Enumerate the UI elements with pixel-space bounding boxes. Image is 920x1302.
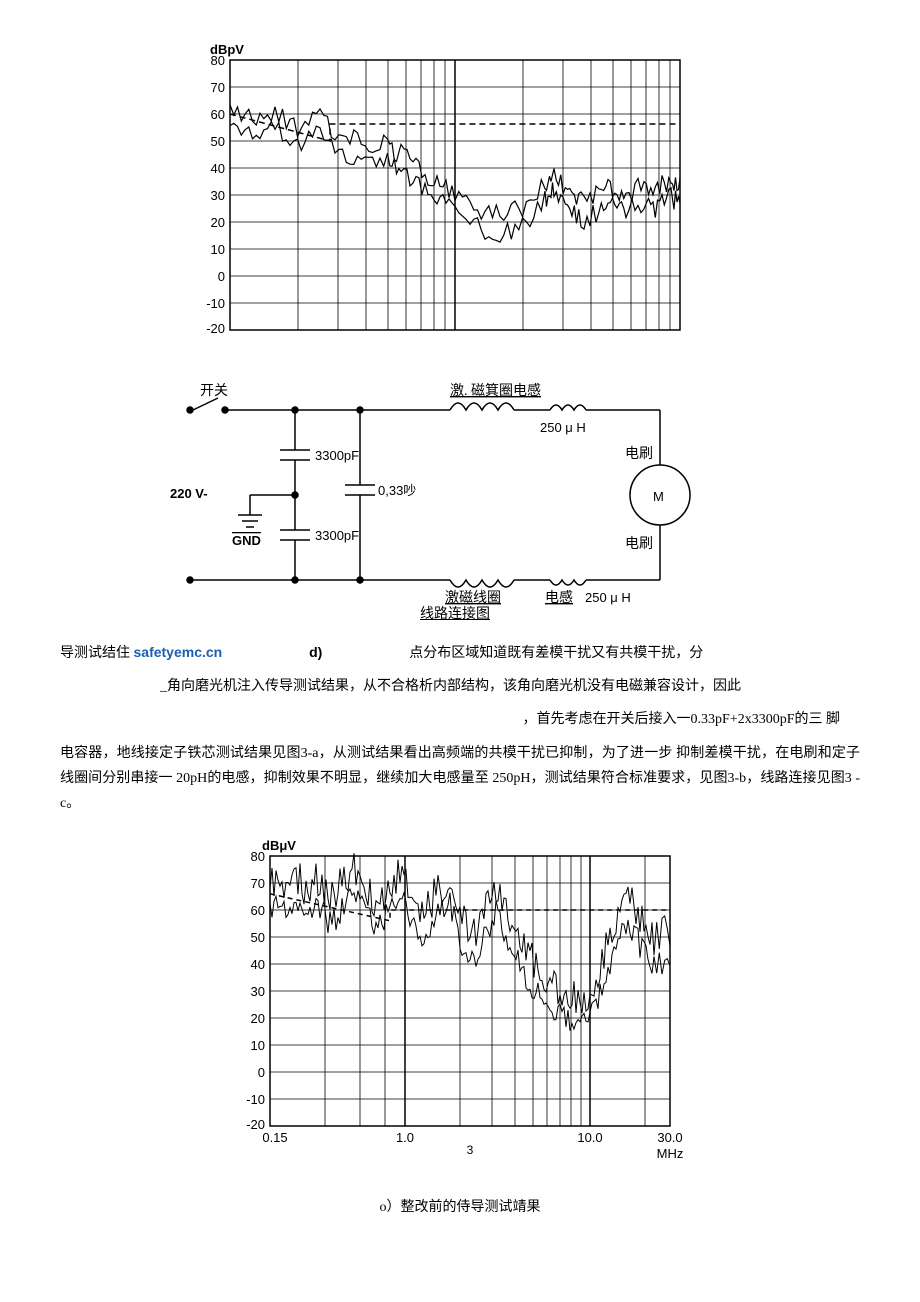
label-exciter-inductor: 激. 磁箕圈电感 bbox=[450, 382, 541, 399]
label-exciter-coil: 激磁线圈 bbox=[445, 589, 501, 606]
label-inductor-val: 250 μ H bbox=[540, 420, 586, 435]
chart1-ytick: 60 bbox=[211, 107, 225, 122]
chart2-emc-plot: 80 70 60 50 40 30 20 10 0 -10 -20 dBμV 0… bbox=[220, 836, 700, 1176]
chart2-xtick: 10.0 bbox=[577, 1130, 602, 1145]
para2: 电容器，地线接定子铁芯测试结果见图3-a，从测试结果看出高频端的共模干扰已抑制，… bbox=[60, 741, 860, 817]
chart1-ytick: -20 bbox=[206, 321, 225, 336]
label-cap1: 3300pF bbox=[315, 448, 359, 463]
circuit-caption: 线路连接图 bbox=[420, 605, 490, 620]
label-brush-top: 电刷 bbox=[625, 446, 653, 462]
chart2-ytick: 0 bbox=[258, 1065, 265, 1080]
chart1-ytick: 0 bbox=[218, 269, 225, 284]
label-brush-bot: 电刷 bbox=[625, 536, 653, 552]
label-cap2: 0,33吵 bbox=[378, 483, 416, 498]
para1-prefix: 导测试结住 bbox=[60, 646, 134, 661]
label-inductor: 电感 bbox=[545, 589, 573, 606]
chart2-xtick: 0.15 bbox=[262, 1130, 287, 1145]
chart2-ytick: 60 bbox=[251, 903, 265, 918]
fig-label-d: d) bbox=[226, 640, 406, 665]
chart2-ytick: 20 bbox=[251, 1011, 265, 1026]
link-safetyemc[interactable]: safetyemc.cn bbox=[134, 644, 223, 660]
chart1-emc-plot: 80 70 60 50 40 30 20 10 0 -10 -20 dBpV bbox=[180, 40, 700, 350]
label-switch: 开关 bbox=[200, 383, 228, 399]
chart2-xunit: MHz bbox=[657, 1146, 684, 1161]
label-voltage: 220 V- bbox=[170, 486, 208, 501]
chart2-ytick: 70 bbox=[251, 876, 265, 891]
label-inductor-val2: 250 μ H bbox=[585, 590, 631, 605]
chart2-ylabel: dBμV bbox=[262, 838, 296, 853]
label-gnd: GND bbox=[232, 533, 261, 548]
chart1-ytick: 30 bbox=[211, 188, 225, 203]
chart2-xtick: 30.0 bbox=[657, 1130, 682, 1145]
chart1-ytick: 20 bbox=[211, 215, 225, 230]
circuit-diagram: 开关 激. 磁箕圈电感 250 μ H 电刷 M 电刷 3300pF 0,33吵… bbox=[170, 370, 710, 620]
para1-line2: _角向磨光机注入传导测试结果，从不合格析内部结构，该角向磨光机没有电磁兼容设计，… bbox=[160, 674, 860, 699]
chart1-ytick: 10 bbox=[211, 242, 225, 257]
chart2-ytick: 30 bbox=[251, 984, 265, 999]
chart2-ytick: 10 bbox=[251, 1038, 265, 1053]
chart2-ytick: -10 bbox=[246, 1092, 265, 1107]
para1: 导测试结住 safetyemc.cn d) 点分布区域知道既有差模干扰又有共模干… bbox=[60, 640, 860, 666]
label-motor: M bbox=[653, 489, 664, 504]
chart1-ytick: 70 bbox=[211, 80, 225, 95]
para1-mid: 点分布区域知道既有差模干扰又有共模干扰，分 bbox=[409, 646, 703, 661]
chart2-ytick: 50 bbox=[251, 930, 265, 945]
chart1-ytick: -10 bbox=[206, 296, 225, 311]
chart1-ytick: 40 bbox=[211, 161, 225, 176]
label-cap3: 3300pF bbox=[315, 528, 359, 543]
page-number: 3 bbox=[467, 1143, 474, 1157]
para1-line3: ，首先考虑在开关后接入一0.33pF+2x3300pF的三 脚 bbox=[60, 707, 840, 732]
caption-o: o）整改前的侍导测试靖果 bbox=[60, 1196, 860, 1216]
chart1-ylabel: dBpV bbox=[210, 42, 244, 57]
chart1-ytick: 50 bbox=[211, 134, 225, 149]
chart2-ytick: 40 bbox=[251, 957, 265, 972]
chart2-xtick: 1.0 bbox=[396, 1130, 414, 1145]
